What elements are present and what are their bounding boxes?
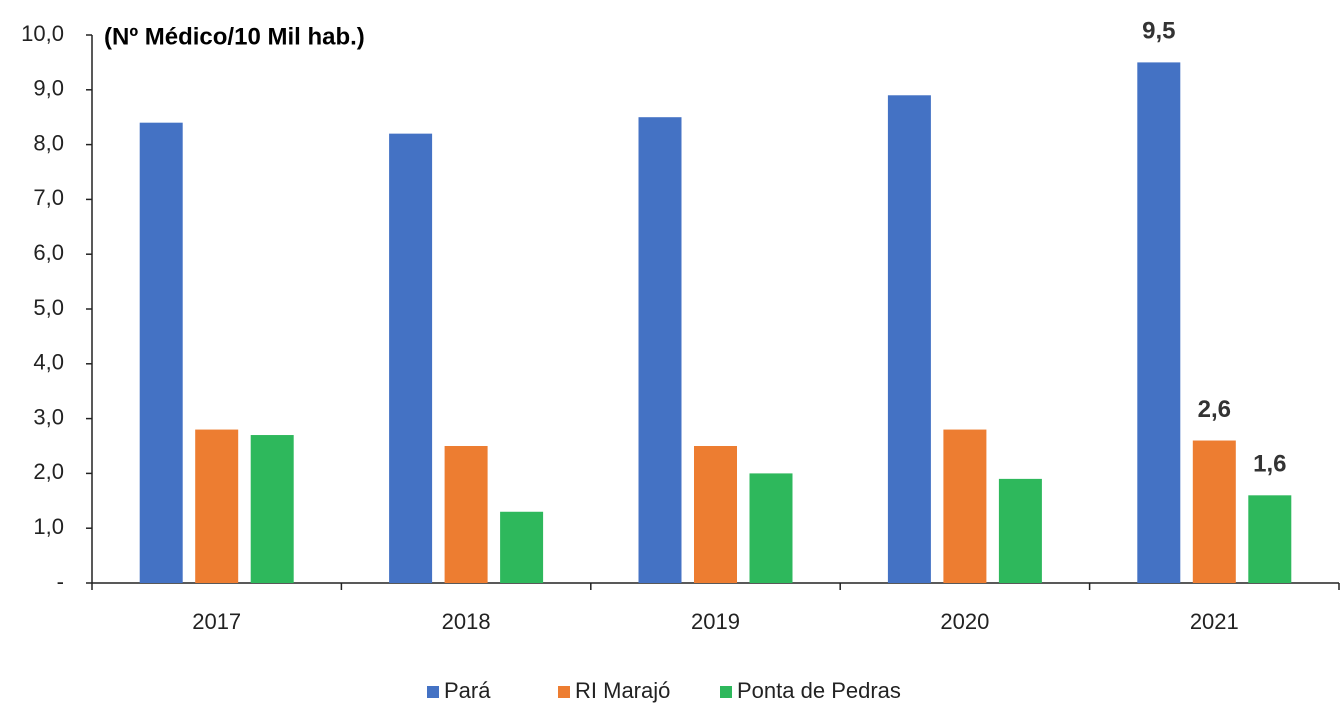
chart-title: (Nº Médico/10 Mil hab.) [104,23,365,50]
bar [250,435,294,583]
bar [1248,495,1292,583]
y-tick-label: 2,0 [33,459,64,484]
x-tick-label: 2020 [940,609,989,634]
y-tick-label: 1,0 [33,514,64,539]
legend-label: Ponta de Pedras [737,678,901,703]
bar [887,95,931,583]
y-tick-label: 5,0 [33,295,64,320]
y-tick-label: 9,0 [33,76,64,101]
bar [943,429,987,583]
data-label: 9,5 [1142,18,1175,45]
y-tick-label: 10,0 [21,21,64,46]
bar [500,511,544,583]
bar [1192,440,1236,583]
data-label: 1,6 [1253,451,1286,478]
bar [1137,62,1181,583]
legend-swatch [427,686,439,698]
x-tick-label: 2018 [442,609,491,634]
bar [444,446,488,583]
bar [195,429,239,583]
legend-swatch [558,686,570,698]
legend-label: RI Marajó [575,678,670,703]
y-tick-label: - [57,569,64,594]
x-tick-label: 2021 [1190,609,1239,634]
y-tick-label: 7,0 [33,185,64,210]
legend-label: Pará [444,678,491,703]
data-label: 2,6 [1198,396,1231,423]
y-tick-label: 8,0 [33,130,64,155]
bar [638,117,682,583]
bar [139,122,183,584]
bar [998,478,1042,583]
y-tick-label: 6,0 [33,240,64,265]
x-tick-label: 2019 [691,609,740,634]
bar [694,446,737,583]
x-tick-label: 2017 [192,609,241,634]
bar [389,133,433,583]
y-tick-label: 4,0 [33,350,64,375]
bar [749,473,793,583]
legend-swatch [720,686,732,698]
y-tick-label: 3,0 [33,404,64,429]
